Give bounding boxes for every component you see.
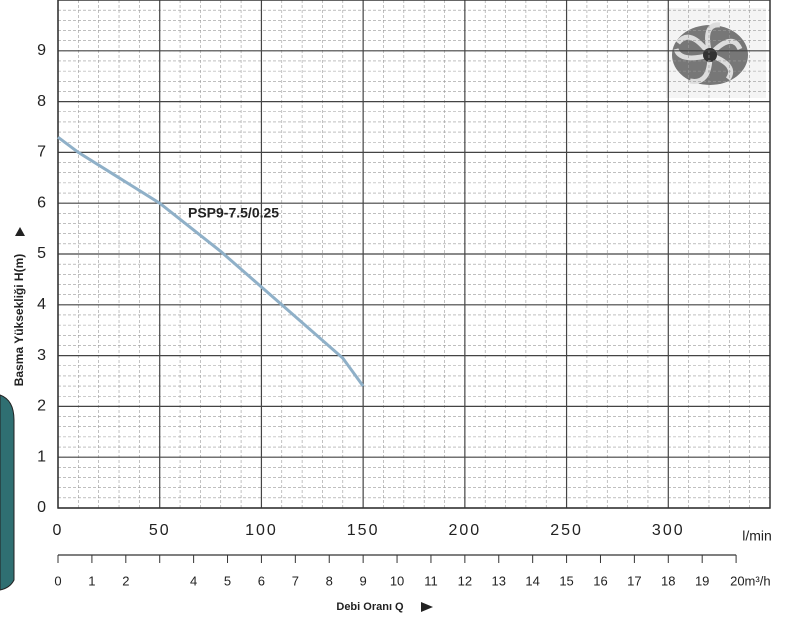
x-unit: l/min xyxy=(742,528,772,544)
plot-frame xyxy=(57,0,771,509)
x2-tick-label: 14 xyxy=(525,573,539,588)
x2-tick-label: 16 xyxy=(593,573,607,588)
x2-tick-label: 9 xyxy=(360,573,367,588)
y-tick-label: 6 xyxy=(37,194,46,211)
y-tick-label: 7 xyxy=(37,144,46,161)
y-tick-label: 1 xyxy=(37,448,46,465)
series-label: PSP9-7.5/0.25 xyxy=(188,205,279,221)
x2-tick-label: 19 xyxy=(695,573,709,588)
y-axis-label: Basma Yüksekliği H(m) xyxy=(12,254,26,387)
x-tick-label: 50 xyxy=(149,522,171,539)
series-line xyxy=(57,135,365,387)
y-tick-label: 9 xyxy=(37,42,46,59)
x2-tick-label: 5 xyxy=(224,573,231,588)
x2-tick-label: 0 xyxy=(54,573,61,588)
x-tick-label: 0 xyxy=(53,522,64,539)
x2-axis-label: Debi Oranı Q xyxy=(336,601,404,613)
x2-tick-label: 20m³/h xyxy=(730,573,770,588)
x-tick-label: 300 xyxy=(652,522,685,539)
x2-tick-label: 17 xyxy=(627,573,641,588)
x2-tick-label: 2 xyxy=(122,573,129,588)
x2-tick-label: 8 xyxy=(326,573,333,588)
pump-body-edge xyxy=(0,394,15,591)
x2-tick-label: 15 xyxy=(559,573,573,588)
y-tick-label: 3 xyxy=(37,347,46,364)
x2-tick-label: 13 xyxy=(492,573,506,588)
x-tick-label: 150 xyxy=(347,522,380,539)
y-tick-label: 8 xyxy=(37,93,46,110)
y-tick-label: 0 xyxy=(37,499,46,516)
x-tick-label: 250 xyxy=(550,522,583,539)
x2-tick-label: 6 xyxy=(258,573,265,588)
x2-tick-label: 18 xyxy=(661,573,675,588)
x2-tick-label: 1 xyxy=(88,573,95,588)
x-tick-label: 200 xyxy=(449,522,482,539)
x2-tick-label: 11 xyxy=(424,573,438,588)
y-tick-label: 2 xyxy=(37,398,46,415)
x-tick-label: 100 xyxy=(245,522,278,539)
x2-tick-label: 7 xyxy=(292,573,299,588)
x2-tick-label: 12 xyxy=(458,573,472,588)
x2-tick-label: 4 xyxy=(190,573,197,588)
y-tick-label: 5 xyxy=(37,245,46,262)
x2-tick-label: 10 xyxy=(390,573,404,588)
y-arrow xyxy=(15,227,25,236)
x2-arrow xyxy=(421,602,433,612)
y-tick-label: 4 xyxy=(37,296,46,313)
impeller-picture xyxy=(666,8,766,98)
